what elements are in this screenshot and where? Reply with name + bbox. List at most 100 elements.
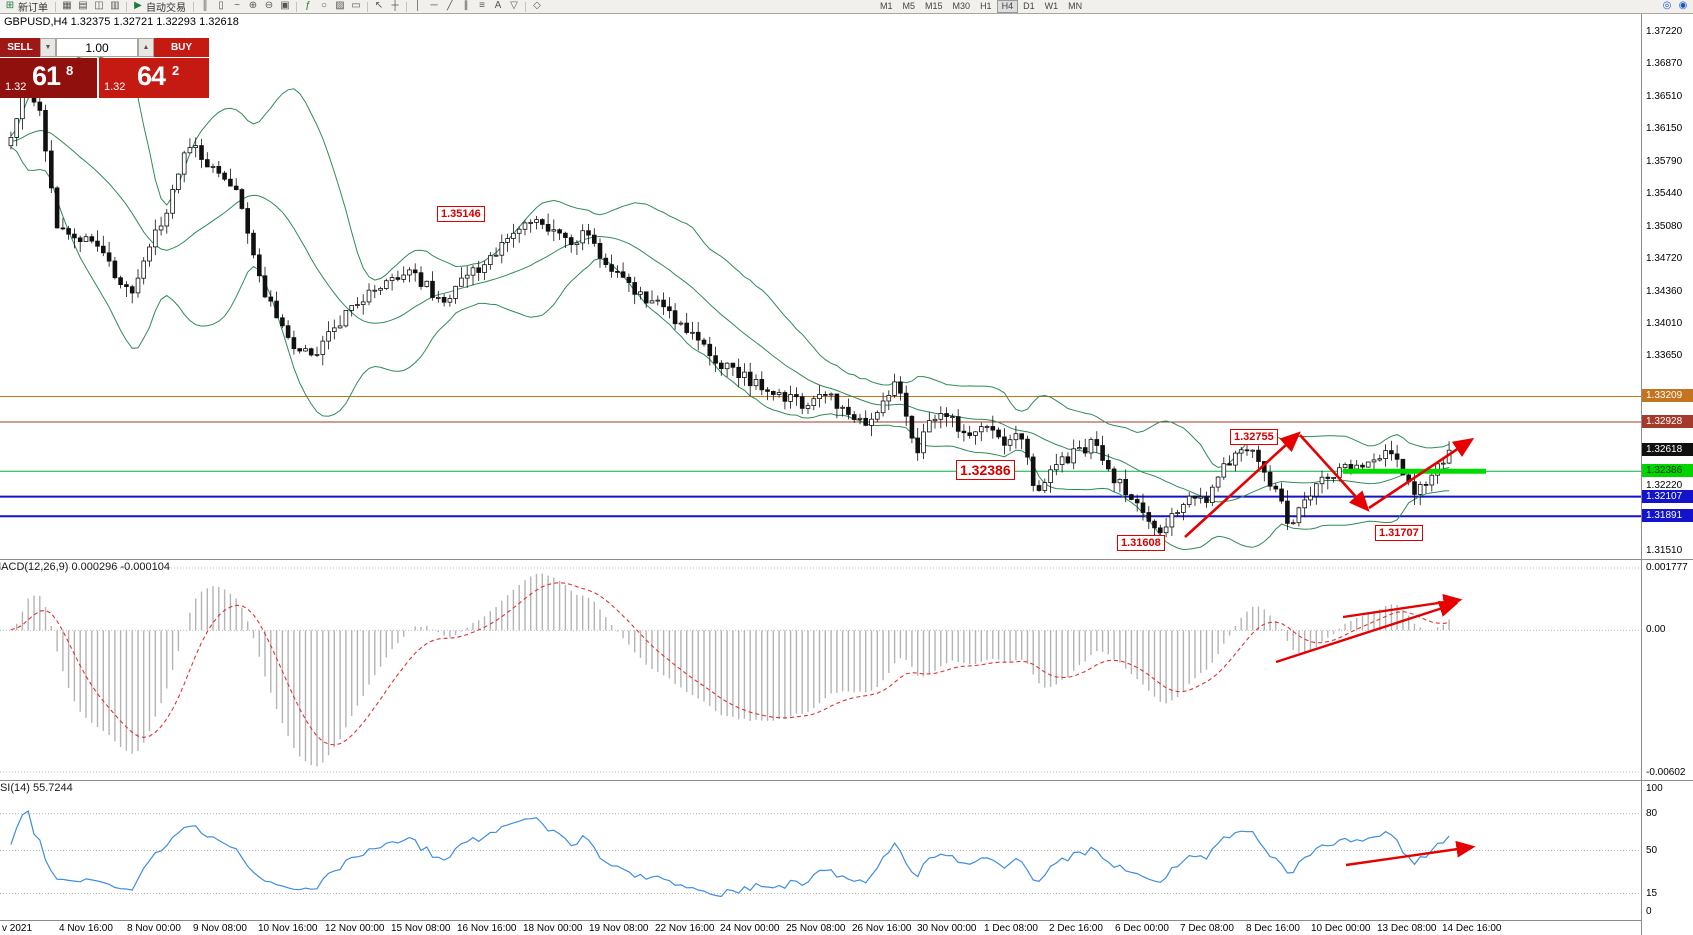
- indicators-icon[interactable]: ƒ: [305, 0, 311, 11]
- timeframe-m15[interactable]: M15: [925, 1, 943, 11]
- toolbar-separator: [55, 1, 56, 12]
- vertical-line-icon[interactable]: │: [414, 0, 422, 11]
- time-axis-label: 10 Dec 00:00: [1311, 923, 1371, 934]
- price-axis-label: 1.31510: [1646, 545, 1683, 556]
- timeframe-m30[interactable]: M30: [952, 1, 971, 11]
- price-chart-canvas[interactable]: [0, 14, 1641, 559]
- time-axis-label: 15 Nov 08:00: [391, 923, 451, 934]
- rsi-canvas: [0, 781, 1641, 920]
- price-axis-label: 1.34720: [1646, 253, 1683, 264]
- buy-price-big: 64: [137, 61, 166, 91]
- rsi-axis-label: 15: [1646, 888, 1658, 899]
- arrow-objects-icon[interactable]: ▽: [510, 0, 518, 11]
- timeframe-mn[interactable]: MN: [1068, 1, 1083, 11]
- time-axis-label: 8 Nov 00:00: [127, 923, 181, 934]
- fibonacci-icon[interactable]: ≡: [479, 0, 485, 11]
- time-axis-label: 7 Dec 08:00: [1180, 923, 1234, 934]
- timeframe-d1[interactable]: D1: [1023, 1, 1035, 11]
- sell-price-prefix: 1.32: [5, 81, 27, 93]
- price-axis-label: 1.35440: [1646, 188, 1683, 199]
- timeframe-m5[interactable]: M5: [902, 1, 916, 11]
- triangle-up-icon: ▲: [142, 44, 150, 51]
- timeframe-h4[interactable]: H4: [996, 0, 1019, 13]
- search-icon[interactable]: ◎: [1662, 0, 1672, 11]
- time-axis-label: 16 Nov 16:00: [457, 923, 517, 934]
- timeframe-m1[interactable]: M1: [880, 1, 893, 11]
- time-axis-label: 24 Nov 00:00: [720, 923, 780, 934]
- navigator-icon[interactable]: ▥: [110, 0, 120, 11]
- time-axis-label: 2 Dec 16:00: [1049, 923, 1103, 934]
- time-axis-label: 19 Nov 08:00: [589, 923, 649, 934]
- price-callout: 1.32755: [1230, 429, 1278, 445]
- shapes-icon[interactable]: ◇: [533, 0, 541, 11]
- price-axis-marked-label: 1.32928: [1642, 415, 1693, 428]
- auto-trading-label: 自动交易: [146, 3, 186, 14]
- time-axis-label: 8 Dec 16:00: [1246, 923, 1300, 934]
- time-axis-label: 4 Nov 16:00: [59, 923, 113, 934]
- volume-decrease-button[interactable]: ▼: [40, 38, 56, 57]
- zoom-in-icon[interactable]: ⊕: [248, 0, 258, 11]
- cursor-icon[interactable]: ↖: [374, 0, 384, 11]
- horizontal-line-icon[interactable]: ─: [430, 0, 438, 11]
- new-order-icon[interactable]: ⊞: [5, 0, 15, 11]
- buy-price-display[interactable]: 1.32 64 2: [99, 58, 209, 98]
- bar-chart-icon[interactable]: ║: [201, 0, 209, 11]
- community-icon[interactable]: ◉: [1678, 0, 1688, 11]
- price-axis-label: 1.36870: [1646, 58, 1683, 69]
- price-axis-label: 1.33650: [1646, 350, 1683, 361]
- period-icon[interactable]: ○: [320, 0, 328, 11]
- time-axis[interactable]: v 2021 4 Nov 16:00 8 Nov 00:00 9 Nov 08:00 1…: [0, 920, 1641, 935]
- buy-price-pip: 2: [172, 63, 180, 78]
- crosshair-icon[interactable]: ┼: [391, 0, 399, 11]
- time-axis-label: 26 Nov 16:00: [852, 923, 912, 934]
- rsi-axis-label: 0: [1646, 906, 1652, 917]
- data-window-icon[interactable]: ◫: [94, 0, 104, 11]
- buy-button[interactable]: BUY: [154, 38, 209, 57]
- volume-input[interactable]: [56, 38, 138, 57]
- time-axis-label: 10 Nov 16:00: [258, 923, 318, 934]
- mailbox-icon[interactable]: ▭: [351, 0, 361, 11]
- toolbar-separator: [406, 1, 407, 12]
- macd-axis-label: 0.00: [1646, 624, 1666, 635]
- sell-price-display[interactable]: 1.32 61 8: [0, 58, 97, 98]
- toolbar-separator: [193, 1, 194, 12]
- panel-splitter[interactable]: [0, 780, 1693, 781]
- sell-button[interactable]: SELL: [0, 38, 40, 57]
- text-label-icon[interactable]: A: [494, 0, 502, 11]
- trendline-icon[interactable]: ╱: [446, 0, 454, 11]
- price-axis-marked-label: 1.31891: [1642, 509, 1693, 522]
- channel-icon[interactable]: ∥: [463, 0, 469, 11]
- price-axis-label: 1.36150: [1646, 123, 1683, 134]
- toolbar-separator: [296, 1, 297, 12]
- macd-panel[interactable]: MACD(12,26,9) 0.000296 -0.000104: [0, 560, 1641, 780]
- timeframe-h1[interactable]: H1: [980, 1, 992, 11]
- tile-windows-icon[interactable]: ▣: [280, 0, 290, 11]
- timeframe-w1[interactable]: W1: [1044, 1, 1059, 11]
- panel-splitter[interactable]: [0, 559, 1693, 560]
- time-axis-label: v 2021: [2, 923, 33, 934]
- macd-label: MACD(12,26,9) 0.000296 -0.000104: [0, 561, 170, 573]
- rsi-axis-label: 100: [1646, 783, 1663, 794]
- price-chart-panel[interactable]: GBPUSD,H4 1.32375 1.32721 1.32293 1.3261…: [0, 14, 1641, 559]
- rsi-panel[interactable]: RSI(14) 55.7244: [0, 781, 1641, 920]
- toolbar: ⊞ 新订单 ▦ ▤ ◫ ▥ ▶ 自动交易 ║ ▯ ~ ⊕ ⊖ ▣ ƒ ○ ▨ ▭ ↖ ┼ │ ─ ╱ ∥ ≡ A ▽ ◇ M1 M5 M15…: [0, 0, 1693, 14]
- charts-grid-icon[interactable]: ▦: [62, 0, 72, 11]
- toolbar-separator: [126, 1, 127, 12]
- triangle-down-icon: ▼: [44, 44, 52, 51]
- templates-icon[interactable]: ▨: [335, 0, 345, 11]
- line-chart-icon[interactable]: ~: [234, 0, 240, 11]
- price-axis-label: 1.35790: [1646, 156, 1683, 167]
- price-callout: 1.35146: [437, 206, 485, 222]
- candlestick-chart-icon[interactable]: ▯: [218, 0, 224, 11]
- price-axis-label: 1.34010: [1646, 318, 1683, 329]
- toolbar-separator: [525, 1, 526, 12]
- one-click-trading-panel: SELL ▼ ▲ BUY 1.32 61 8 1.32 64 2: [0, 38, 209, 98]
- time-axis-label: 12 Nov 00:00: [325, 923, 385, 934]
- volume-increase-button[interactable]: ▲: [138, 38, 154, 57]
- rsi-axis-label: 50: [1646, 845, 1658, 856]
- auto-trading-icon[interactable]: ▶: [134, 0, 142, 11]
- price-callout: 1.32386: [956, 460, 1015, 480]
- zoom-out-icon[interactable]: ⊖: [264, 0, 274, 11]
- market-watch-icon[interactable]: ▤: [78, 0, 88, 11]
